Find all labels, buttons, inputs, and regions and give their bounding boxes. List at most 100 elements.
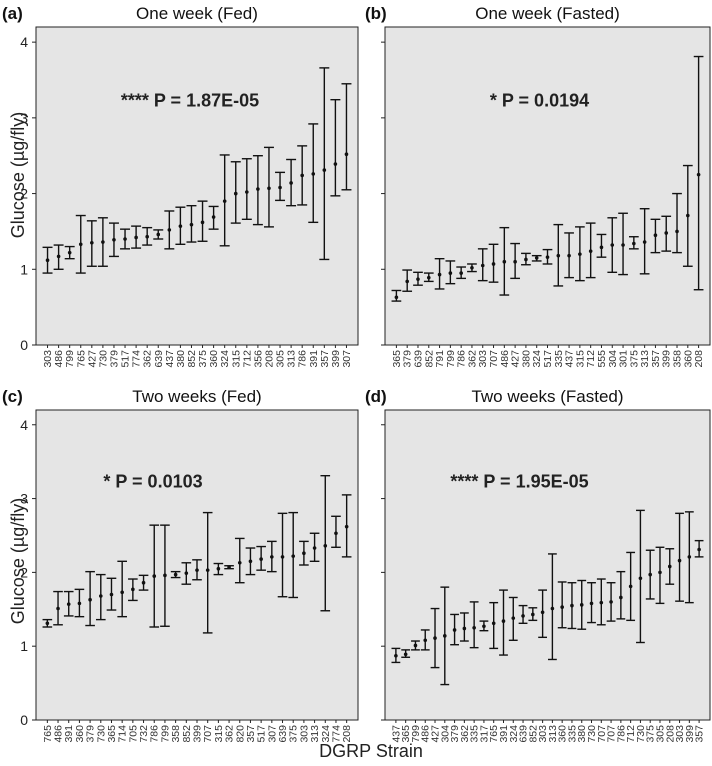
x-tick-label: 335 [566,725,578,743]
mean-point [433,636,437,640]
x-tick-label: 380 [520,350,532,368]
x-tick-label: 379 [449,725,461,743]
x-axis-label: DGRP Strain [319,741,423,761]
mean-point [405,279,409,284]
x-tick-label: 324 [219,350,231,368]
mean-point [599,245,604,250]
x-tick-label: 303 [298,725,310,743]
mean-point [248,559,253,564]
x-tick-label: 362 [459,725,471,743]
mean-point [677,558,682,563]
x-tick-label: 303 [674,725,686,743]
mean-point [513,259,517,264]
mean-point [222,199,227,203]
x-tick-label: 820 [234,725,246,743]
mean-point [302,551,306,555]
mean-point [459,271,463,275]
x-tick-label: 786 [456,350,468,368]
x-tick-label: 714 [117,725,129,743]
plot-area [35,26,359,346]
x-tick-label: 639 [277,725,289,743]
x-tick-label: 852 [423,350,435,368]
mean-point [524,257,528,262]
x-tick-label: 315 [230,350,242,368]
x-tick-label: 380 [175,350,187,368]
mean-point [173,572,178,577]
y-axis-label-bottom: Glucose (µg/fly) [8,498,28,624]
mean-point [540,610,545,615]
mean-point [658,570,662,575]
mean-point [216,566,221,571]
panel-label: (a) [2,4,23,23]
x-tick-label: 357 [694,725,706,743]
panel-title: One week (Fed) [136,4,258,23]
x-tick-label: 852 [181,725,193,743]
mean-point [556,253,561,258]
x-tick-label: 399 [661,350,673,368]
x-tick-label: 774 [131,350,143,368]
x-tick-label: 365 [400,725,412,743]
x-tick-label: 852 [527,725,539,743]
x-tick-label: 324 [320,725,332,743]
x-tick-label: 357 [650,350,662,368]
x-tick-label: 360 [682,350,694,368]
mean-point [270,555,274,559]
mean-point [163,573,167,578]
y-tick-label: 3 [20,110,28,126]
mean-point [134,235,138,240]
mean-point [66,602,71,606]
p-value-annotation: **** P = 1.87E-05 [121,91,259,111]
x-tick-label: 786 [149,725,161,743]
mean-point [101,240,105,244]
x-tick-label: 799 [64,350,76,368]
mean-point [178,224,183,228]
y-tick-label: 4 [20,417,28,433]
x-tick-label: 305 [275,350,287,368]
x-tick-label: 208 [341,725,353,743]
x-tick-label: 365 [391,350,403,368]
x-tick-label: 791 [434,350,446,368]
mean-point [291,554,296,558]
x-tick-label: 304 [607,350,619,368]
mean-point [256,187,260,191]
x-tick-label: 707 [596,725,608,743]
x-tick-label: 391 [63,725,75,743]
x-tick-label: 303 [477,350,489,368]
x-tick-label: 380 [576,725,588,743]
mean-point [56,254,61,259]
mean-point [511,616,516,620]
panel-d: (d) Two weeks (Fasted) **** P = 1.95E-05 43… [365,387,711,743]
y-tick-label: 0 [20,712,28,728]
mean-point [245,190,249,194]
x-tick-label: 335 [553,350,565,368]
mean-point [697,547,701,552]
mean-point [145,234,149,239]
mean-point [184,571,189,575]
mean-point [480,263,485,268]
mean-point [610,243,615,247]
x-tick-label: 730 [635,725,647,743]
y-tick-label: 3 [20,491,28,507]
p-value-annotation: * P = 0.0103 [103,472,202,492]
mean-point [416,277,420,281]
mean-point [413,643,418,648]
x-tick-label: 303 [42,350,54,368]
x-tick-label: 304 [439,725,451,743]
mean-point [628,584,633,589]
x-tick-label: 305 [654,725,666,743]
mean-point [237,560,242,565]
mean-point [560,605,564,609]
y-tick-label: 2 [20,564,28,580]
x-tick-label: 517 [120,350,132,368]
x-tick-label: 358 [672,350,684,368]
x-tick-label: 765 [75,350,87,368]
mean-point [426,275,431,280]
plot-area [384,409,711,721]
x-tick-label: 712 [625,725,637,743]
x-tick-label: 391 [308,350,320,368]
mean-point [632,241,636,246]
mean-point [638,576,643,581]
mean-point [501,619,506,623]
mean-point [667,564,672,569]
mean-point [77,601,82,606]
